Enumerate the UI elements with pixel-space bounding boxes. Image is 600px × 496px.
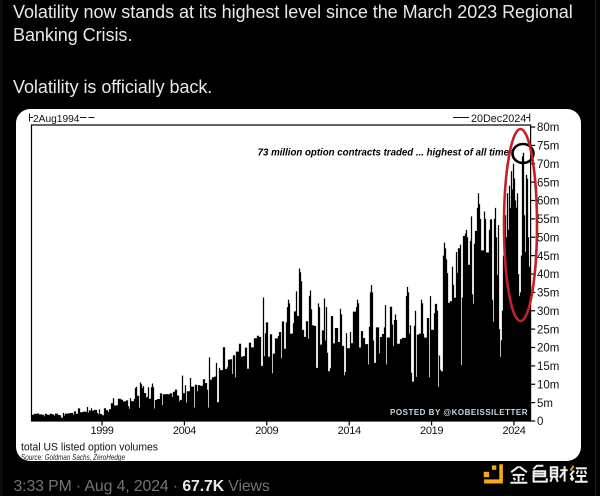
svg-text:2014: 2014	[338, 425, 361, 437]
svg-text:25m: 25m	[537, 324, 559, 336]
svg-text:50m: 50m	[537, 232, 559, 244]
svg-text:0: 0	[537, 416, 543, 428]
svg-text:2Aug1994: 2Aug1994	[33, 114, 80, 125]
svg-text:1999: 1999	[90, 425, 113, 437]
svg-text:20m: 20m	[537, 343, 559, 355]
svg-text:65m: 65m	[537, 177, 559, 189]
svg-text:30m: 30m	[537, 306, 559, 318]
svg-text:60m: 60m	[537, 196, 559, 208]
svg-text:20Dec2024: 20Dec2024	[471, 113, 526, 125]
svg-text:80m: 80m	[537, 122, 559, 134]
svg-text:45m: 45m	[537, 251, 559, 263]
svg-text:2024: 2024	[502, 425, 525, 437]
svg-text:total US listed option volumes: total US listed option volumes	[21, 442, 158, 454]
svg-text:40m: 40m	[537, 269, 559, 281]
svg-text:55m: 55m	[537, 214, 559, 226]
svg-text:2009: 2009	[255, 425, 278, 437]
svg-text:Source: Goldman Sachs, ZeroHed: Source: Goldman Sachs, ZeroHedge	[21, 453, 125, 461]
svg-text:73 million option contracts tr: 73 million option contracts traded ... h…	[258, 147, 510, 158]
svg-text:15m: 15m	[537, 361, 559, 373]
svg-text:2019: 2019	[420, 425, 443, 437]
svg-text:35m: 35m	[537, 288, 559, 300]
svg-text:75m: 75m	[537, 141, 559, 153]
svg-text:2004: 2004	[173, 425, 196, 437]
svg-text:5m: 5m	[537, 398, 553, 410]
svg-text:70m: 70m	[537, 159, 559, 171]
svg-text:10m: 10m	[537, 379, 559, 391]
svg-text:POSTED BY @KOBEISSILETTER: POSTED BY @KOBEISSILETTER	[390, 408, 528, 417]
